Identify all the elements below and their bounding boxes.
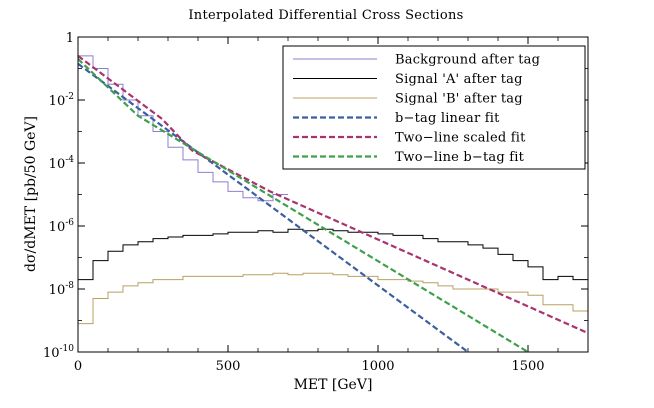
series-1-line [78, 228, 588, 281]
legend-label-5: Two−line b−tag fit [395, 150, 525, 165]
series-2-line [78, 272, 588, 325]
ticks-layer: 0 500 1000 1500 1 10-2 10-4 10-6 10-8 10-10 [43, 31, 588, 374]
y-tick-label-2: 10-4 [49, 155, 75, 172]
legend-label-2: Signal 'B' after tag [395, 92, 523, 107]
series-5-line [78, 58, 529, 352]
legend-label-0: Background after tag [395, 53, 540, 68]
legend-label-4: Two−line scaled fit [395, 131, 526, 146]
y-tick-label-0: 1 [66, 31, 74, 46]
x-tick-label-1: 500 [216, 359, 241, 374]
series-4-line [78, 55, 588, 335]
x-tick-label-0: 0 [74, 359, 82, 374]
y-axis-label: dσ/dMET [pb/50 GeV] [23, 116, 39, 272]
series-layer [78, 55, 588, 352]
legend-label-3: b−tag linear fit [395, 111, 500, 126]
y-tick-label-3: 10-6 [49, 218, 75, 235]
x-axis-label: MET [GeV] [294, 377, 373, 393]
y-tick-label-1: 10-2 [49, 92, 74, 109]
legend: Background after tag Signal 'A' after tag… [282, 45, 586, 170]
y-tick-label-5: 10-10 [43, 344, 74, 361]
x-tick-label-2: 1000 [361, 359, 394, 374]
series-0-line [78, 55, 288, 202]
y-tick-label-4: 10-8 [49, 281, 75, 298]
legend-box [282, 45, 586, 170]
legend-label-1: Signal 'A' after tag [395, 72, 523, 87]
chart-title: Interpolated Differential Cross Sections [188, 8, 463, 23]
x-tick-label-3: 1500 [511, 359, 544, 374]
